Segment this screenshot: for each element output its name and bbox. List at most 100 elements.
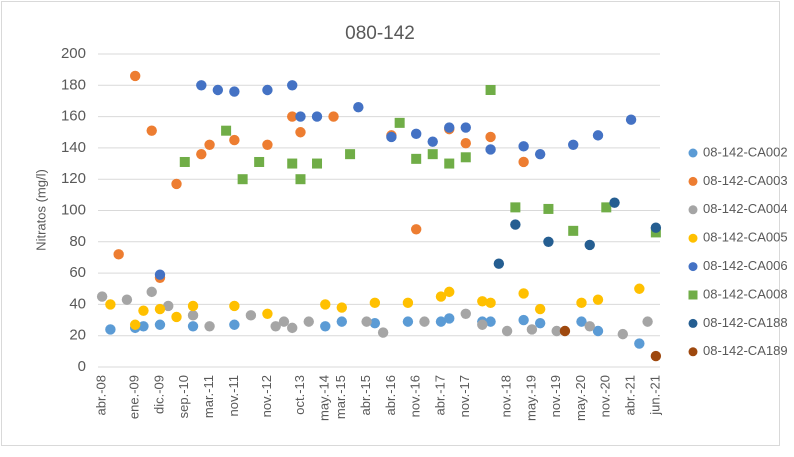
point [262, 308, 273, 319]
point [121, 294, 133, 305]
point [485, 297, 496, 309]
point [187, 321, 199, 332]
point [460, 138, 471, 149]
point [501, 325, 513, 337]
y-tick-label: 0 [78, 358, 86, 375]
point [196, 80, 207, 91]
point [287, 322, 298, 334]
point [601, 202, 612, 213]
legend-marker [688, 290, 698, 300]
point [592, 294, 604, 305]
legend-label: 08-142-CA003 [703, 173, 788, 188]
point [460, 122, 471, 133]
point [460, 152, 471, 163]
point [650, 350, 662, 362]
point [221, 125, 232, 136]
legend-marker [688, 205, 698, 215]
x-tick-label: abr.-15 [358, 375, 373, 415]
point [361, 316, 372, 327]
point [444, 313, 455, 324]
x-tick-label: abr.-21 [623, 375, 638, 415]
x-tick-label: mar.-11 [201, 375, 216, 418]
point [229, 134, 240, 146]
point [551, 325, 562, 337]
y-tick-label: 140 [61, 139, 86, 156]
point [163, 300, 174, 312]
point [369, 317, 381, 329]
point [146, 286, 157, 298]
point [435, 291, 447, 302]
point [312, 158, 323, 169]
x-tick-label: nov.-12 [259, 375, 274, 417]
y-tick-label: 120 [61, 170, 86, 187]
y-tick-label: 80 [69, 233, 86, 250]
point [229, 300, 240, 312]
x-tick-label: nov.-19 [548, 375, 563, 417]
point [377, 327, 389, 338]
point [394, 117, 405, 128]
point [320, 321, 331, 332]
point [518, 156, 529, 168]
point [386, 131, 397, 143]
point [543, 236, 554, 247]
point [642, 316, 653, 327]
point [609, 197, 620, 208]
x-tick-label: nov.-17 [457, 375, 472, 417]
point [113, 249, 124, 260]
point [510, 219, 521, 230]
point [212, 84, 224, 96]
point [411, 153, 422, 164]
x-tick-label: nov.-20 [598, 375, 613, 417]
point [576, 297, 587, 309]
point [518, 314, 529, 326]
x-tick-label: may.-20 [573, 375, 588, 421]
point [196, 148, 207, 160]
point [204, 139, 215, 150]
point [295, 111, 306, 122]
point [295, 127, 306, 138]
legend-marker [688, 347, 698, 357]
point [518, 141, 529, 152]
point [262, 84, 273, 96]
point [270, 321, 281, 332]
point [650, 222, 662, 233]
x-tick-label: abr.-08 [94, 375, 109, 415]
point [278, 316, 290, 327]
point [559, 325, 571, 337]
legend-marker [688, 233, 698, 243]
x-tick-label: dic.-09 [151, 375, 166, 414]
point [336, 302, 348, 313]
x-tick-label: may.-14 [317, 375, 332, 421]
x-tick-label: oct.-13 [292, 375, 307, 415]
legend-marker [688, 148, 698, 158]
y-axis-label: Nitratos (mg/l) [33, 169, 48, 251]
point [154, 269, 166, 280]
x-tick-label: ene.-09 [127, 375, 142, 419]
point [129, 70, 141, 82]
y-tick-label: 60 [69, 264, 86, 281]
point [320, 299, 331, 310]
point [543, 203, 554, 214]
point [237, 174, 248, 185]
point [96, 291, 108, 302]
point [534, 303, 546, 315]
y-tick-label: 40 [69, 295, 86, 312]
point [187, 310, 199, 321]
point [287, 111, 298, 122]
point [138, 305, 149, 316]
point [287, 80, 298, 91]
legend-label: 08-142-CA004 [703, 201, 788, 216]
point [229, 86, 240, 97]
point [584, 239, 595, 251]
legend-label: 08-142-CA006 [703, 258, 788, 273]
point [262, 139, 273, 150]
legend-marker [688, 318, 698, 328]
point [592, 130, 604, 141]
point [328, 111, 339, 122]
point [493, 258, 505, 269]
point [154, 319, 166, 330]
point [295, 174, 306, 185]
point [146, 125, 157, 136]
point [353, 102, 364, 113]
point [187, 300, 199, 312]
